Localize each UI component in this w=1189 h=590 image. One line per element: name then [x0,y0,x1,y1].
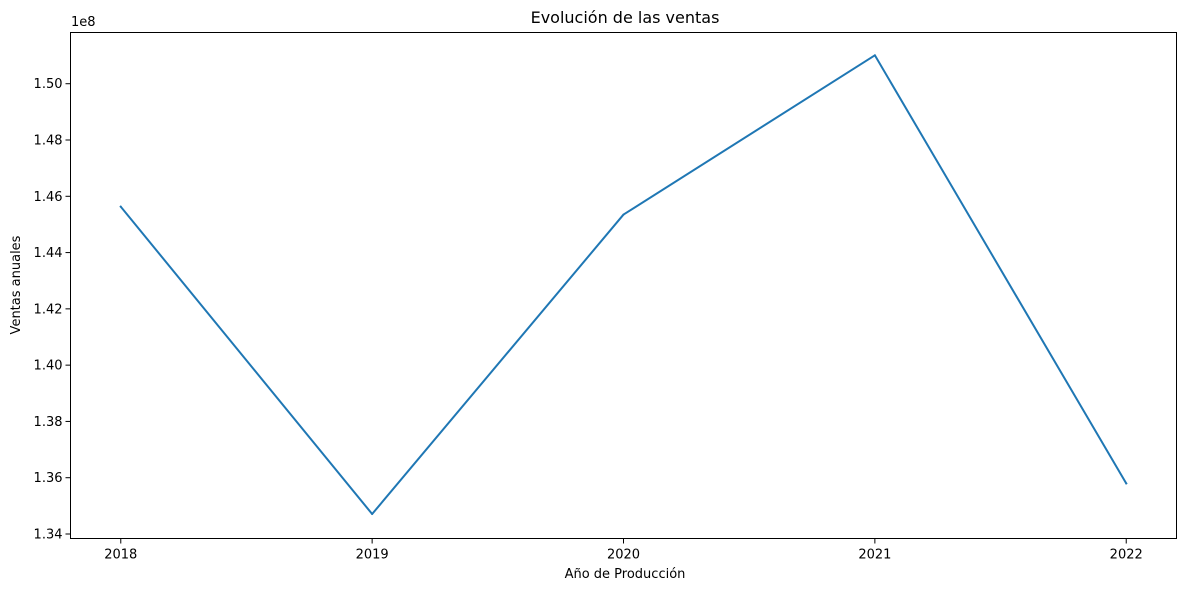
x-tick-label: 2018 [104,548,137,563]
y-tick-label: 1.40 [34,359,63,374]
plot-series [119,54,1128,516]
data-point [622,213,625,216]
y-tick-label: 1.50 [34,77,63,92]
y-tick-label: 1.38 [34,415,63,430]
x-tick-label: 2020 [607,548,640,563]
sales-line [119,54,1128,516]
y-tick-label: 1.46 [34,190,63,205]
y-tick-label: 1.48 [34,134,63,149]
x-tick-label: 2019 [356,548,389,563]
x-axis-ticks: 2018 2019 2020 2021 2022 [104,538,1143,563]
plot-frame [70,32,1177,539]
data-point [873,54,876,57]
data-point [371,513,374,516]
y-tick-label: 1.34 [34,527,63,542]
y-axis-label: Ventas anuales [9,235,24,334]
data-point [1125,482,1128,485]
data-point [119,205,122,208]
y-tick-label: 1.42 [34,302,63,317]
x-tick-label: 2022 [1110,548,1143,563]
y-tick-label: 1.44 [34,246,63,261]
x-axis-label: Año de Producción [565,567,686,582]
y-axis-offset-label: 1e8 [71,15,96,30]
y-tick-label: 1.36 [34,471,63,486]
x-tick-label: 2021 [858,548,891,563]
y-axis-ticks: 1.34 1.36 1.38 1.40 1.42 1.44 1.46 1.48 1.50 [34,77,71,542]
chart-title: Evolución de las ventas [531,8,720,27]
